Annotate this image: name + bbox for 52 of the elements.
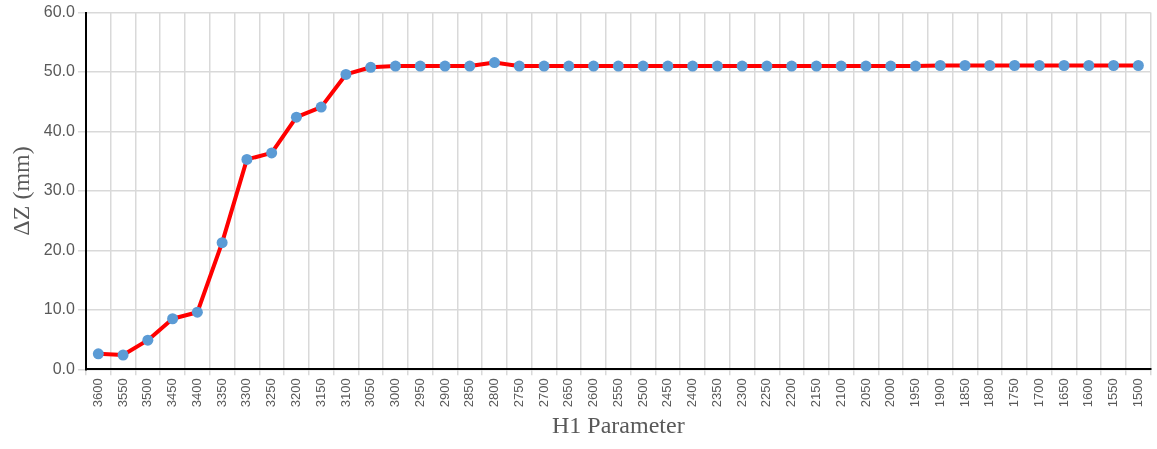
x-tick-label: 2300 xyxy=(733,378,749,408)
y-tick-label: 30.0 xyxy=(43,181,76,199)
x-tick-label: 2500 xyxy=(634,378,650,408)
x-tick-label: 1650 xyxy=(1055,378,1071,408)
x-tick-label: 1500 xyxy=(1129,378,1145,408)
x-tick-label: 1950 xyxy=(907,378,923,408)
x-tick-label: 2600 xyxy=(585,378,601,408)
x-tick-label: 3300 xyxy=(238,378,254,408)
x-tick-label: 2200 xyxy=(783,378,799,408)
x-tick-label: 3400 xyxy=(188,378,204,408)
y-tick-label: 40.0 xyxy=(43,121,76,139)
x-tick-label: 3000 xyxy=(387,378,403,408)
x-tick-label: 2550 xyxy=(609,378,625,408)
x-tick-label: 2400 xyxy=(684,378,700,408)
x-tick-label: 2750 xyxy=(510,378,526,408)
x-tick-label: 1750 xyxy=(1006,378,1022,408)
x-tick-label: 2050 xyxy=(857,378,873,408)
x-tick-label: 1550 xyxy=(1105,378,1121,408)
x-tick-label: 3550 xyxy=(114,378,130,408)
y-tick-label: 60.0 xyxy=(43,3,76,21)
x-tick-label: 2100 xyxy=(832,378,848,408)
x-tick-label: 1850 xyxy=(956,378,972,408)
x-tick-label: 2250 xyxy=(758,378,774,408)
x-tick-label: 2850 xyxy=(461,378,477,408)
x-tick-label: 2950 xyxy=(411,378,427,408)
x-tick-label: 2700 xyxy=(535,378,551,408)
x-tick-label: 3200 xyxy=(288,378,303,408)
x-tick-label: 3150 xyxy=(312,378,328,408)
x-tick-label: 2650 xyxy=(560,378,576,408)
x-tick-label: 2450 xyxy=(659,378,675,408)
x-tick-label: 2000 xyxy=(882,378,898,408)
x-tick-label: 3500 xyxy=(139,378,155,408)
x-tick-label: 2350 xyxy=(708,378,724,408)
x-tick-label: 1700 xyxy=(1030,378,1046,408)
x-tick-label: 1600 xyxy=(1080,378,1096,408)
x-tick-label: 3600 xyxy=(89,378,105,408)
x-tick-label: 3350 xyxy=(213,378,229,408)
x-tick-label: 2800 xyxy=(486,378,502,408)
x-axis-title: H1 Parameter xyxy=(552,411,685,438)
x-tick-label: 1800 xyxy=(981,378,997,408)
x-tick-label: 2900 xyxy=(436,378,452,408)
y-tick-label: 0.0 xyxy=(52,359,76,377)
y-tick-label: 10.0 xyxy=(43,300,76,318)
x-tick-label: 3250 xyxy=(263,378,279,408)
x-tick-label: 2150 xyxy=(808,378,823,408)
y-tick-label: 20.0 xyxy=(43,240,76,258)
x-tick-label: 3100 xyxy=(337,378,353,408)
y-axis-title: ΔZ (mm) xyxy=(7,146,34,236)
y-tick-label: 50.0 xyxy=(43,62,76,80)
x-tick-label: 3050 xyxy=(362,378,378,408)
x-tick-label: 1900 xyxy=(931,378,947,408)
x-tick-label: 3450 xyxy=(164,378,180,408)
